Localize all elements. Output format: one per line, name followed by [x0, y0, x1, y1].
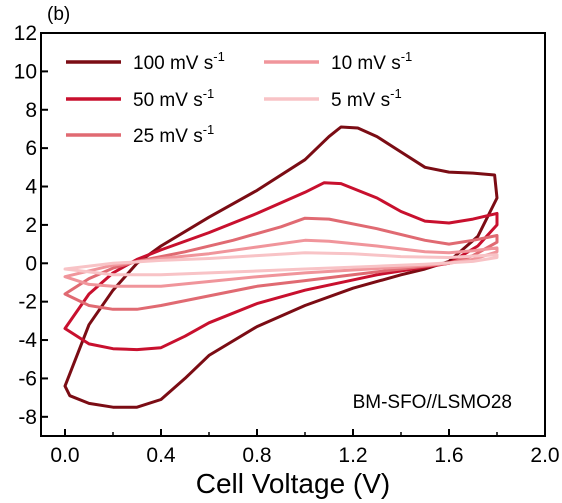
y-tick-label: -8 [18, 406, 37, 429]
x-tick-label: 0.0 [50, 444, 79, 467]
sample-annotation: BM-SFO//LSMO28 [353, 392, 512, 413]
y-tick-label: -2 [18, 291, 37, 314]
x-tick-label: 0.4 [146, 444, 176, 467]
cv-curve-2 [63, 216, 499, 311]
cv-curve-3 [63, 238, 499, 288]
x-tick-label: 1.2 [338, 444, 367, 467]
y-tick-label: 8 [25, 99, 37, 122]
legend-label-0: 100 mV s-1 [133, 49, 225, 74]
legend-label-3: 10 mV s-1 [331, 49, 412, 74]
y-tick-label: 10 [14, 60, 37, 83]
panel-label: (b) [47, 4, 70, 25]
cv-curve-0 [63, 125, 499, 409]
y-tick-label: -6 [18, 367, 37, 390]
y-tick-label: 2 [25, 214, 37, 237]
y-tick-label: 12 [14, 22, 37, 45]
cv-curve-4 [63, 251, 499, 277]
y-tick-label: 0 [25, 252, 37, 275]
y-tick-label: -4 [18, 329, 37, 352]
x-axis: 0.0 0.4 0.8 1.2 1.6 2.0 [50, 429, 560, 467]
x-tick-label: 1.6 [434, 444, 463, 467]
legend-label-2: 25 mV s-1 [133, 122, 214, 147]
legend-label-4: 5 mV s-1 [331, 86, 402, 111]
cv-curve-1 [63, 181, 499, 352]
y-tick-label: 6 [25, 137, 37, 160]
x-tick-label: 2.0 [530, 444, 559, 467]
x-tick-label: 0.8 [242, 444, 271, 467]
cv-curves [63, 125, 499, 409]
legend: 100 mV s-1 50 mV s-1 25 mV s-1 10 mV s-1 5 m… [66, 49, 412, 147]
plot-frame [40, 32, 546, 437]
y-axis: -8 -6 -4 -2 0 2 4 6 8 10 12 [14, 22, 48, 429]
legend-label-1: 50 mV s-1 [133, 86, 214, 111]
x-axis-title: Cell Voltage (V) [196, 468, 391, 499]
y-tick-label: 4 [25, 176, 37, 199]
